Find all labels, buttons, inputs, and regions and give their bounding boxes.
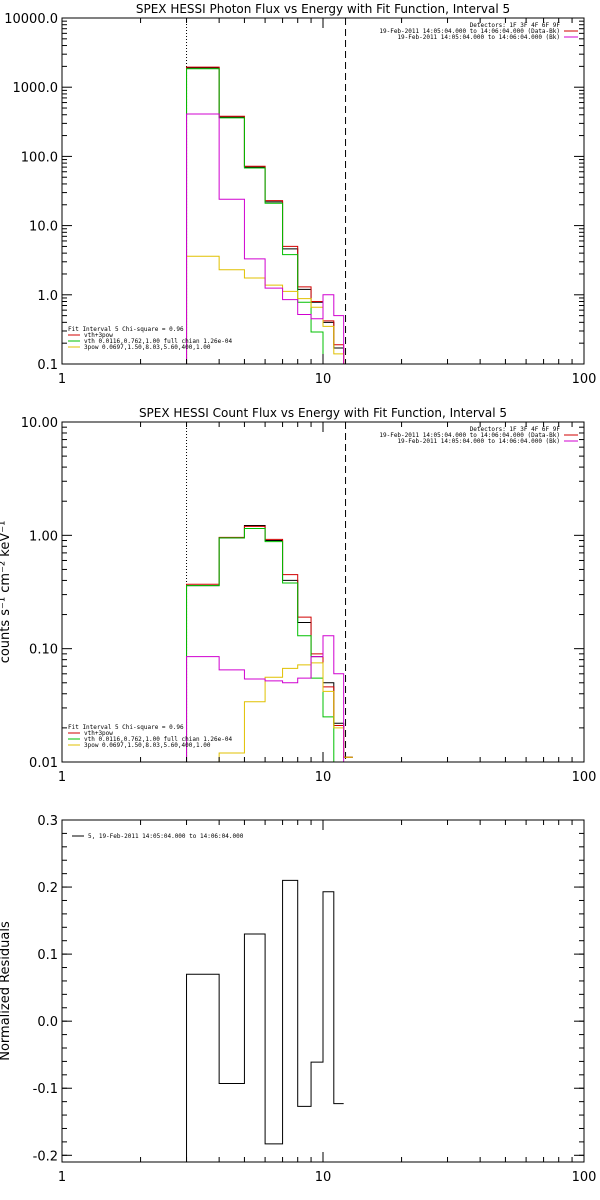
header-line: Detectors: 1F 3F 4F 6F 9F bbox=[470, 426, 561, 433]
y-axis-label: counts s⁻¹ cm⁻² keV⁻¹ bbox=[0, 521, 13, 664]
y-tick-label: 0.1 bbox=[37, 948, 58, 963]
y-tick-label: 0.3 bbox=[37, 814, 58, 829]
y-tick-label: 0.0 bbox=[37, 1015, 58, 1030]
series-line-vth-3pow bbox=[186, 525, 353, 762]
plot-area bbox=[186, 879, 344, 1162]
series-line-vth bbox=[186, 68, 353, 364]
legend-label: vth 0.0116,0.762,1.00 full chian 1.26e-0… bbox=[84, 338, 232, 345]
y-tick-label: 0.10 bbox=[29, 643, 58, 658]
x-tick-label: 1 bbox=[58, 372, 66, 387]
y-tick-label: 0.01 bbox=[29, 756, 58, 771]
y-tick-label: 10.00 bbox=[21, 416, 58, 431]
legend-label: 5, 19-Feb-2011 14:05:04.000 to 14:06:04.… bbox=[88, 833, 244, 840]
legend-label: vth+3pow bbox=[84, 332, 113, 339]
y-tick-label: 1.0 bbox=[37, 289, 58, 304]
series-line-data-bk bbox=[186, 525, 353, 762]
series-line-3pow bbox=[186, 255, 353, 364]
header-line: 19-Feb-2011 14:05:04.000 to 14:06:04.000… bbox=[379, 28, 560, 35]
x-tick-label: 100 bbox=[572, 372, 597, 387]
legend-label: vth+3pow bbox=[84, 730, 113, 737]
y-tick-label: 0.1 bbox=[37, 358, 58, 373]
chart-title: SPEX HESSI Photon Flux vs Energy with Fi… bbox=[136, 2, 510, 16]
header-line: 19-Feb-2011 14:05:04.000 to 14:06:04.000… bbox=[379, 432, 560, 439]
legend-label: 3pow 0.0697,1.50,8.03,5.60,400,1.00 bbox=[84, 344, 211, 351]
chart-2: SPEX HESSI Count Flux vs Energy with Fit… bbox=[0, 406, 596, 785]
y-tick-label: 10.0 bbox=[29, 220, 58, 235]
series-line-vth-3pow bbox=[186, 66, 353, 364]
plot-area bbox=[186, 422, 353, 762]
y-tick-label: 10000.0 bbox=[4, 12, 58, 27]
y-tick-label: 0.2 bbox=[37, 881, 58, 896]
series-line-bk bbox=[186, 113, 353, 364]
x-tick-label: 1 bbox=[58, 1170, 66, 1185]
y-tick-label: -0.1 bbox=[33, 1082, 58, 1097]
x-tick-label: 10 bbox=[315, 372, 332, 387]
chart-title: SPEX HESSI Count Flux vs Energy with Fit… bbox=[139, 406, 507, 420]
plot-area bbox=[186, 18, 353, 364]
legend-label: 3pow 0.0697,1.50,8.03,5.60,400,1.00 bbox=[84, 742, 211, 749]
y-axis-label: Normalized Residuals bbox=[0, 921, 13, 1061]
legend-label: vth 0.0116,0.762,1.00 full chian 1.26e-0… bbox=[84, 736, 232, 743]
x-tick-label: 10 bbox=[315, 1170, 332, 1185]
x-tick-label: 1 bbox=[58, 770, 66, 785]
series-line-residuals bbox=[186, 879, 344, 1162]
y-tick-label: -0.2 bbox=[33, 1149, 58, 1164]
series-line-bk bbox=[186, 635, 353, 762]
x-tick-label: 100 bbox=[572, 770, 597, 785]
series-line-vth bbox=[186, 527, 353, 762]
chart-3: Normalized Residuals 1 10 100 -0.2 -0.1 0.0 0.1… bbox=[0, 814, 596, 1185]
header-line: Detectors: 1F 3F 4F 6F 9F bbox=[470, 22, 561, 29]
series-line-3pow bbox=[186, 662, 353, 762]
legend-label: Fit Interval 5 Chi-square = 0.96 bbox=[68, 724, 184, 731]
legend-label: Fit Interval 5 Chi-square = 0.96 bbox=[68, 326, 184, 333]
x-tick-label: 10 bbox=[315, 770, 332, 785]
header-line: 19-Feb-2011 14:05:04.000 to 14:06:04.000… bbox=[397, 438, 560, 445]
y-tick-label: 1000.0 bbox=[13, 81, 59, 96]
header-line: 19-Feb-2011 14:05:04.000 to 14:06:04.000… bbox=[397, 34, 560, 41]
y-tick-label: 1.00 bbox=[29, 529, 58, 544]
series-line-data-bk bbox=[186, 67, 353, 364]
y-tick-label: 100.0 bbox=[21, 150, 58, 165]
x-tick-label: 100 bbox=[572, 1170, 597, 1185]
chart-1: SPEX HESSI Photon Flux vs Energy with Fi… bbox=[4, 2, 596, 387]
